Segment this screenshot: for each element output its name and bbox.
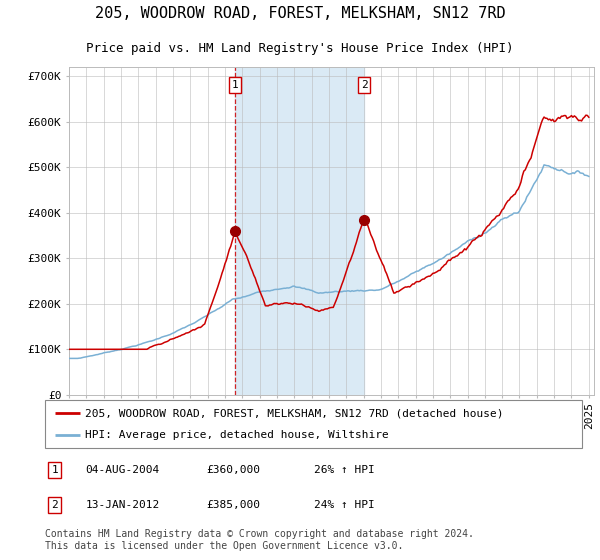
Text: 205, WOODROW ROAD, FOREST, MELKSHAM, SN12 7RD: 205, WOODROW ROAD, FOREST, MELKSHAM, SN1… [95,6,505,21]
Text: 1: 1 [232,80,238,90]
Text: HPI: Average price, detached house, Wiltshire: HPI: Average price, detached house, Wilt… [85,430,389,440]
Text: 24% ↑ HPI: 24% ↑ HPI [314,500,374,510]
Text: 26% ↑ HPI: 26% ↑ HPI [314,465,374,475]
Text: 04-AUG-2004: 04-AUG-2004 [85,465,160,475]
Bar [235,67,364,395]
Text: 1: 1 [52,465,58,475]
Text: £360,000: £360,000 [206,465,260,475]
Text: Contains HM Land Registry data © Crown copyright and database right 2024.
This d: Contains HM Land Registry data © Crown c… [45,529,474,551]
Text: 2: 2 [52,500,58,510]
Text: 13-JAN-2012: 13-JAN-2012 [85,500,160,510]
Text: £385,000: £385,000 [206,500,260,510]
FancyBboxPatch shape [45,400,582,448]
Text: 205, WOODROW ROAD, FOREST, MELKSHAM, SN12 7RD (detached house): 205, WOODROW ROAD, FOREST, MELKSHAM, SN1… [85,408,504,418]
Text: 2: 2 [361,80,368,90]
Text: Price paid vs. HM Land Registry's House Price Index (HPI): Price paid vs. HM Land Registry's House … [86,41,514,54]
